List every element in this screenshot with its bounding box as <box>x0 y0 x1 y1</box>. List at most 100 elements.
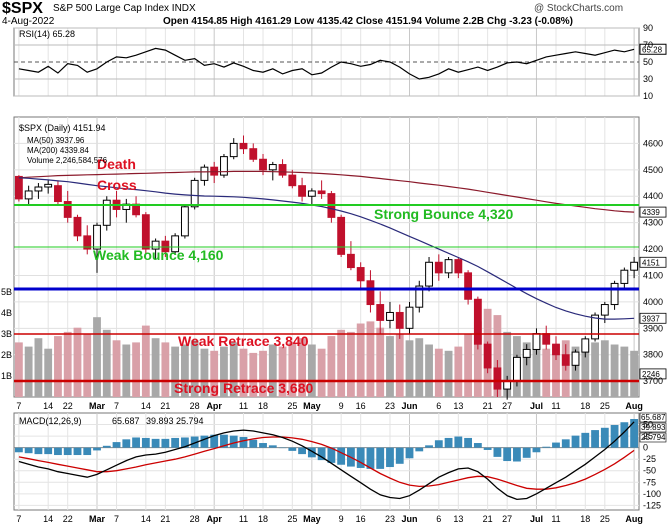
macd-legend-signal: 39.893 <box>146 416 174 426</box>
candle-body <box>415 285 424 308</box>
volume-bar <box>34 338 43 397</box>
candle-body <box>161 240 170 253</box>
macd-value-tag <box>639 422 667 433</box>
macd-histogram-bar <box>571 435 580 448</box>
price-tick-label: 4600 <box>643 138 663 148</box>
macd-histogram-bar <box>581 432 590 448</box>
date-tick-label: Jun <box>402 514 418 524</box>
candle-body <box>454 259 463 274</box>
date-tick-label: 27 <box>502 401 512 411</box>
macd-legend-label: MACD(12,26,9) <box>19 416 82 426</box>
death-cross-label-line2: Cross <box>97 177 137 193</box>
volume-value-tag <box>639 368 667 380</box>
macd-value-text: 25.794 <box>641 433 666 442</box>
macd-value-tag <box>639 432 667 443</box>
candle-body <box>630 261 639 271</box>
price-tick-label: 4400 <box>643 191 663 201</box>
date-tick-label: 11 <box>551 514 560 524</box>
macd-histogram-bar <box>288 447 297 451</box>
volume-bar <box>532 346 541 397</box>
price-layer: 4151 4339 3937 2246 <box>14 135 667 400</box>
volume-bar <box>288 342 297 397</box>
candle-body <box>259 158 267 171</box>
macd-tick-label: 50 <box>643 420 653 430</box>
date-tick-label: 23 <box>385 514 395 524</box>
date-tick-label: 18 <box>258 514 268 524</box>
volume-bar <box>171 346 180 397</box>
candle-body <box>395 311 404 329</box>
date-tick-label: Jul <box>530 514 543 524</box>
candle-body <box>141 214 150 250</box>
macd-histogram-bar <box>210 434 219 448</box>
candle-body <box>434 261 443 274</box>
volume-layer <box>14 308 639 397</box>
macd-tick-label: -50 <box>643 466 656 476</box>
volume-bar <box>552 344 560 397</box>
volume-tick-label: 5B <box>1 287 12 297</box>
macd-tick-label: -100 <box>643 489 661 499</box>
macd-histogram-bar <box>112 442 121 448</box>
macd-histogram-bar <box>239 437 248 448</box>
candle-body <box>83 235 92 250</box>
macd-tick-label: -25 <box>643 454 656 464</box>
volume-bar <box>83 334 92 397</box>
macd-histogram-bar <box>405 447 414 459</box>
strong-retrace-label: Strong Retrace 3,680 <box>174 380 313 396</box>
candle-body <box>307 190 316 197</box>
macd-tick-label: -75 <box>643 477 656 487</box>
volume-bar <box>356 323 365 397</box>
candle-body <box>425 261 433 287</box>
macd-histogram-bar <box>54 447 62 456</box>
price-tick-label: 3700 <box>643 376 663 386</box>
macd-histogram-bar <box>591 430 599 448</box>
volume-bar <box>102 329 111 397</box>
candle-body <box>93 224 101 250</box>
volume-bar <box>151 338 160 397</box>
macd-histogram-bar <box>327 447 336 463</box>
volume-bar <box>347 331 355 397</box>
volume-bar <box>93 317 101 397</box>
candle-body <box>513 356 521 382</box>
ma200-value-tag <box>639 206 667 218</box>
macd-histogram-bar <box>44 447 53 455</box>
volume-bar <box>415 338 424 397</box>
candle-body <box>229 142 238 158</box>
macd-histogram-bar <box>522 447 531 458</box>
date-tick-label: 16 <box>356 401 366 411</box>
date-tick-label: 18 <box>580 401 590 411</box>
volume-bar <box>600 340 609 397</box>
symbol-name: S&P 500 Large Cap Index INDX <box>53 3 196 14</box>
macd-histogram-bar <box>171 437 180 448</box>
macd-histogram-bar <box>220 434 228 448</box>
candle-body <box>473 298 482 345</box>
date-tick-label: 25 <box>287 401 297 411</box>
price-tick-label: 3800 <box>643 350 663 360</box>
macd-histogram-bar <box>425 445 433 448</box>
macd-histogram-bar <box>493 447 502 457</box>
candle-body <box>503 380 512 390</box>
ma50-value-tag-text: 3937 <box>642 314 660 323</box>
macd-value-text: 39.893 <box>641 423 666 432</box>
rsi-legend: RSI(14) 65.28 <box>19 29 75 39</box>
volume-bar <box>454 346 463 397</box>
candle-body <box>405 306 414 329</box>
volume-bar <box>190 340 199 397</box>
ma200-value-tag-text: 4339 <box>642 208 660 217</box>
volume-bar <box>73 327 82 397</box>
macd-histogram-bar <box>63 447 72 456</box>
macd-legend-value: 65.687 <box>112 416 140 426</box>
macd-histogram-bar <box>513 447 521 462</box>
price-value-tag <box>639 256 667 268</box>
volume-bar <box>395 334 404 397</box>
volume-bar <box>132 342 140 397</box>
macd-histogram-bar <box>356 447 365 468</box>
macd-histogram-bar <box>259 443 267 448</box>
volume-bar <box>63 331 72 397</box>
macd-histogram-bar <box>161 438 170 448</box>
candle-body <box>102 199 111 226</box>
rsi-layer: 65.28 <box>18 43 667 80</box>
volume-bar <box>327 336 336 397</box>
candle-body <box>34 186 43 192</box>
